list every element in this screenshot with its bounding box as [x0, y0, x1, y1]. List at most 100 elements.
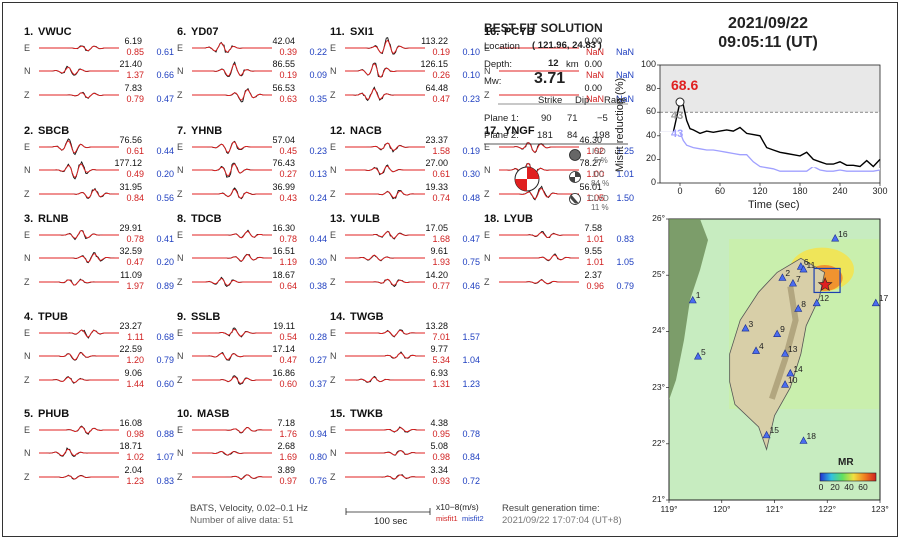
component-label: N [24, 351, 31, 361]
misfit1-value: 1.68 [432, 234, 450, 244]
station-code: VWUC [38, 26, 72, 38]
component-label: Z [177, 189, 183, 199]
misfit1-value: 1.93 [432, 257, 450, 267]
station-number: 4. [24, 311, 34, 323]
misfit2-value: 0.20 [156, 257, 174, 267]
misfit2-value: 0.19 [462, 146, 480, 156]
chart-x-tick-label: 240 [832, 186, 848, 196]
amplitude-value: 32.59 [119, 246, 142, 256]
station-marker [773, 329, 782, 338]
misfit2-value: 0.24 [309, 193, 327, 203]
chart-max-marker [675, 97, 685, 107]
amplitude-value: 17.05 [425, 223, 448, 233]
component-label: E [24, 230, 31, 240]
amplitude-value: 19.33 [425, 182, 448, 192]
component-label: N [484, 66, 491, 76]
synthetic-waveform [39, 279, 119, 286]
map-lon-tick-label: 120° [712, 504, 731, 514]
misfit1-value: 1.76 [279, 429, 297, 439]
station-code: TWGB [350, 311, 384, 323]
misfit1-value: 1.01 [586, 234, 604, 244]
misfit2-value: 0.83 [616, 234, 634, 244]
chart-frame [659, 64, 881, 184]
synthetic-waveform [345, 427, 425, 433]
chart-y-tick-label: 20 [645, 153, 656, 164]
chart-ylabel: Misfit reduction (%) [614, 77, 626, 172]
chart-marker-43a: 43 [671, 110, 684, 122]
plane2-dip: 84 [567, 130, 578, 141]
misfit2-value: 1.25 [616, 146, 634, 156]
component-label: E [24, 425, 31, 435]
misfit2-value: 0.37 [309, 379, 327, 389]
misfit2-value: 0.76 [309, 476, 327, 486]
station-marker-label: 16 [838, 228, 848, 239]
map-taiwan-island [729, 257, 826, 451]
component-label: N [177, 165, 184, 175]
chart-shaded-band [660, 65, 880, 113]
component-label: Z [484, 189, 490, 199]
component-label: Z [484, 90, 490, 100]
synthetic-waveform [345, 352, 425, 359]
misfit1-value: 0.61 [432, 169, 450, 179]
component-label: N [330, 66, 337, 76]
station-marker-label: 15 [769, 425, 780, 436]
map-lon-tick-label: 122° [818, 504, 837, 514]
station-number: 13. [330, 213, 346, 225]
plane1-strike: 90 [541, 113, 552, 124]
synthetic-waveform [192, 231, 272, 239]
misfit1-value: 0.26 [432, 70, 450, 80]
component-label: Z [330, 90, 336, 100]
station-marker-label: 4 [759, 341, 764, 352]
component-label: N [24, 66, 31, 76]
legend-misfit1: misfit1 [436, 514, 458, 523]
scale-label: 100 sec [374, 516, 408, 527]
map-lat-tick-label: 21° [652, 494, 665, 504]
station-marker [799, 436, 808, 444]
amplitude-value: 9.77 [430, 344, 448, 354]
station-number: 16. [484, 26, 500, 38]
misfit1-value: 1.00 [586, 169, 604, 179]
misfit1-value: 1.19 [279, 257, 297, 267]
component-label: N [24, 253, 31, 263]
component-label: N [330, 165, 337, 175]
synthetic-waveform [345, 278, 425, 286]
amplitude-value: 21.40 [119, 59, 142, 69]
synthetic-waveform [39, 66, 119, 75]
component-label: E [177, 230, 184, 240]
misfit2-value: 0.88 [156, 429, 174, 439]
amplitude-value: 3.89 [277, 465, 295, 475]
synthetic-waveform [192, 188, 272, 199]
misfit2-value: 1.07 [156, 452, 174, 462]
amplitude-value: 11.09 [120, 270, 142, 280]
misfit2-value: 0.89 [156, 281, 174, 291]
colorbar-tick-label: 60 [858, 482, 868, 492]
misfit2-value: 1.23 [462, 379, 480, 389]
misfit1-value: 0.19 [279, 70, 297, 80]
component-label: E [330, 328, 337, 338]
component-label: E [177, 328, 184, 338]
amplitude-value: 56.01 [579, 182, 602, 192]
misfit1-value: 1.02 [586, 146, 604, 156]
synthetic-waveform [39, 230, 119, 239]
misfit1-value: 0.43 [279, 193, 297, 203]
map-lon-tick-label: 123° [871, 504, 889, 514]
station-marker-label: 7 [795, 273, 801, 284]
amplitude-value: 19.11 [273, 321, 295, 331]
station-code: TDCB [191, 213, 222, 225]
synthetic-waveform [345, 39, 425, 54]
misfit2-value: 0.78 [462, 429, 480, 439]
component-label: Z [484, 277, 490, 287]
synthetic-waveform [39, 448, 119, 457]
component-label: E [484, 142, 491, 152]
amplitude-value: 78.27 [579, 158, 602, 168]
station-number: 14. [330, 311, 346, 323]
misfit1-value: 1.02 [126, 452, 144, 462]
amplitude-value: 31.95 [119, 182, 142, 192]
misfit2-value: 0.68 [156, 332, 174, 342]
misfit2-value: 0.22 [309, 47, 327, 57]
synthetic-waveform [192, 427, 272, 433]
chart-series-line [660, 131, 881, 170]
amplitude-value: 76.43 [272, 158, 295, 168]
component-label: N [177, 66, 184, 76]
component-label: Z [24, 189, 30, 199]
